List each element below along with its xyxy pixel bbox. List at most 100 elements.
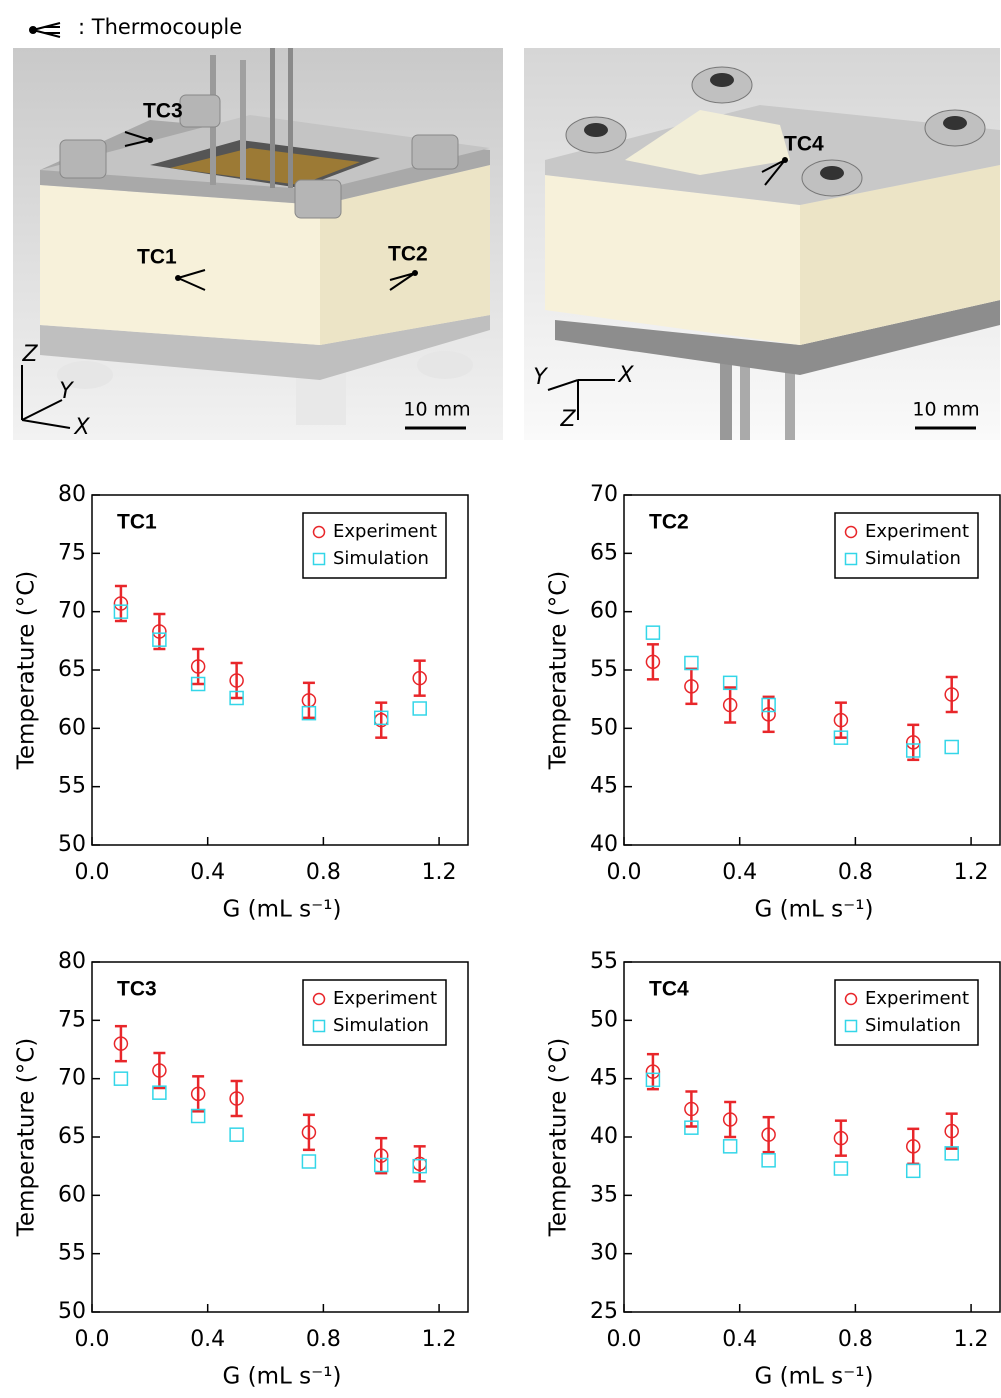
- y-tick-label: 50: [58, 1299, 86, 1324]
- error-bar: [153, 614, 165, 649]
- error-bar: [907, 725, 919, 760]
- error-bar: [763, 1117, 775, 1152]
- tc-label: TC3: [143, 100, 183, 123]
- y-tick-label: 75: [58, 1007, 86, 1032]
- y-tick-label: 50: [590, 715, 618, 740]
- tc-label: TC2: [388, 243, 428, 266]
- error-bar: [835, 703, 847, 738]
- marker: [646, 626, 659, 639]
- x-tick-label: 0.4: [190, 860, 225, 885]
- axis-letter: Y: [59, 379, 74, 404]
- legend-label: Experiment: [865, 521, 969, 542]
- error-bar: [375, 1138, 387, 1173]
- scale-bar-label: 10 mm: [403, 399, 470, 421]
- x-axis-title: G (mL s⁻¹): [223, 897, 342, 923]
- x-tick-label: 1.2: [422, 860, 457, 885]
- y-tick-label: 55: [58, 1241, 86, 1266]
- x-tick-label: 0.0: [75, 860, 110, 885]
- error-bar: [685, 669, 697, 704]
- tc-label: TC4: [784, 133, 824, 156]
- y-axis-title: Temperature (°C): [14, 1038, 40, 1238]
- error-bar: [946, 677, 958, 712]
- x-tick-label: 0.8: [838, 860, 873, 885]
- x-tick-label: 0.0: [607, 860, 642, 885]
- x-tick-label: 0.8: [306, 860, 341, 885]
- marker: [230, 1128, 243, 1141]
- error-bar: [946, 1114, 958, 1149]
- marker: [762, 1154, 775, 1167]
- marker: [413, 702, 426, 715]
- legend-label: Experiment: [333, 988, 437, 1009]
- y-tick-label: 45: [590, 1066, 618, 1091]
- legend-label: Experiment: [333, 521, 437, 542]
- error-bar: [647, 1054, 659, 1089]
- y-axis-title: Temperature (°C): [14, 571, 40, 771]
- y-tick-label: 70: [58, 599, 86, 624]
- panel-label: TC1: [117, 511, 157, 534]
- y-tick-label: 70: [58, 1066, 86, 1091]
- error-bar: [414, 1146, 426, 1181]
- y-tick-label: 60: [58, 1182, 86, 1207]
- error-bar: [115, 586, 127, 621]
- panel-label: TC4: [649, 978, 689, 1001]
- y-tick-label: 75: [58, 540, 86, 565]
- y-tick-label: 65: [58, 657, 86, 682]
- legend-text: : Thermocouple: [78, 15, 242, 39]
- y-tick-label: 40: [590, 1124, 618, 1149]
- x-axis-title: G (mL s⁻¹): [755, 1364, 874, 1390]
- right-render: [524, 48, 1000, 440]
- error-bar: [231, 1081, 243, 1116]
- y-tick-label: 35: [590, 1182, 618, 1207]
- y-tick-label: 55: [590, 657, 618, 682]
- error-bar: [231, 663, 243, 698]
- figure: : Thermocouple TC3 TC1 TC2 10 mm Z Y X: [0, 0, 1001, 1394]
- x-tick-label: 0.8: [306, 1327, 341, 1352]
- y-tick-label: 55: [58, 774, 86, 799]
- y-tick-label: 60: [590, 599, 618, 624]
- axis-letter: Y: [533, 365, 548, 390]
- legend-label: Simulation: [865, 1015, 961, 1036]
- y-tick-label: 80: [58, 949, 86, 974]
- x-tick-label: 0.4: [722, 860, 757, 885]
- y-tick-label: 40: [590, 832, 618, 857]
- left-render: [13, 48, 503, 440]
- error-bar: [763, 697, 775, 732]
- panel-label: TC2: [649, 511, 689, 534]
- marker: [945, 741, 958, 754]
- legend-label: Simulation: [865, 548, 961, 569]
- scale-bar-label: 10 mm: [912, 399, 979, 421]
- tc-label: TC1: [137, 246, 177, 269]
- y-tick-label: 70: [590, 482, 618, 507]
- thermocouple-icon: [30, 23, 60, 37]
- y-tick-label: 50: [58, 832, 86, 857]
- error-bar: [115, 1026, 127, 1061]
- error-bar: [303, 1115, 315, 1150]
- marker: [114, 1072, 127, 1085]
- marker: [834, 1162, 847, 1175]
- y-tick-label: 60: [58, 715, 86, 740]
- y-tick-label: 65: [58, 1124, 86, 1149]
- legend-label: Simulation: [333, 548, 429, 569]
- x-tick-label: 1.2: [954, 860, 989, 885]
- axis-letter: X: [73, 415, 90, 440]
- axis-letter: Z: [559, 407, 576, 432]
- y-tick-label: 55: [590, 949, 618, 974]
- y-tick-label: 65: [590, 540, 618, 565]
- x-tick-label: 0.4: [190, 1327, 225, 1352]
- x-axis-title: G (mL s⁻¹): [755, 897, 874, 923]
- marker: [302, 1155, 315, 1168]
- y-tick-label: 30: [590, 1241, 618, 1266]
- panel-label: TC3: [117, 978, 157, 1001]
- error-bar: [414, 661, 426, 696]
- axis-letter: Z: [21, 342, 38, 367]
- error-bar: [153, 1053, 165, 1088]
- error-bar: [724, 688, 736, 723]
- error-bar: [303, 683, 315, 718]
- error-bar: [192, 1076, 204, 1111]
- x-tick-label: 0.0: [607, 1327, 642, 1352]
- y-tick-label: 50: [590, 1007, 618, 1032]
- legend-label: Simulation: [333, 1015, 429, 1036]
- x-tick-label: 1.2: [422, 1327, 457, 1352]
- y-tick-label: 25: [590, 1299, 618, 1324]
- x-tick-label: 0.4: [722, 1327, 757, 1352]
